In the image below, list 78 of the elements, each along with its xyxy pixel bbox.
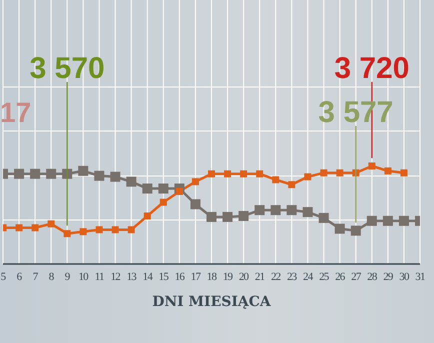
point: [318, 212, 329, 223]
point: [16, 224, 23, 232]
point: [96, 226, 103, 234]
point: [32, 224, 39, 232]
x-tick-label: 5: [0, 270, 7, 283]
point: [304, 173, 312, 180]
point: [286, 205, 297, 216]
point: [208, 170, 215, 178]
x-tick-label: 22: [270, 270, 281, 283]
point: [142, 184, 152, 194]
point: [158, 184, 168, 194]
point: [398, 216, 409, 226]
x-tick-label: 28: [367, 270, 378, 283]
point: [336, 169, 344, 176]
point: [366, 216, 377, 226]
point: [270, 205, 281, 216]
x-tick-label: 19: [222, 270, 234, 283]
point: [94, 170, 104, 181]
x-tick-label: 12: [110, 270, 120, 283]
x-tick-label: 8: [48, 270, 55, 283]
point: [206, 212, 216, 222]
point: [400, 169, 408, 176]
point: [110, 172, 120, 182]
point: [222, 212, 233, 222]
point: [254, 205, 265, 216]
x-tick-label: 21: [254, 270, 265, 283]
x-tick-label: 20: [238, 270, 250, 283]
annotation: 3 720: [334, 52, 410, 85]
point: [192, 178, 199, 186]
point: [190, 199, 200, 210]
point: [126, 176, 136, 187]
x-tick-label: 31: [415, 270, 425, 283]
x-tick-label: 18: [206, 270, 218, 283]
x-tick-label: 30: [399, 270, 410, 283]
point: [302, 207, 313, 218]
x-tick-label: 24: [303, 270, 314, 283]
point: [46, 168, 56, 179]
x-tick-label: 16: [174, 270, 186, 283]
point: [368, 162, 376, 170]
x-axis-title: DNI MIESIĄCA: [152, 294, 272, 310]
point: [176, 188, 183, 195]
x-tick-label: 26: [335, 270, 346, 283]
x-tick-label: 11: [94, 270, 104, 283]
point: [80, 228, 87, 236]
point: [350, 226, 361, 236]
point: [320, 169, 328, 176]
x-tick-label: 15: [158, 270, 170, 283]
point: [160, 198, 167, 206]
x-tick-label: 14: [142, 270, 154, 283]
x-tick-label: 25: [319, 270, 330, 283]
point: [144, 212, 151, 220]
x-tick-label: 6: [16, 270, 23, 283]
x-tick-label: 29: [383, 270, 394, 283]
x-tick-label: 23: [286, 270, 298, 283]
point: [78, 166, 88, 176]
point: [30, 168, 40, 179]
point: [240, 170, 248, 178]
point: [288, 181, 296, 188]
point: [238, 210, 249, 221]
point: [14, 168, 24, 179]
annotation: 3 570: [30, 52, 105, 85]
point: [272, 176, 280, 184]
x-tick-label: 7: [32, 270, 39, 283]
point: [384, 167, 392, 174]
x-tick-label: 17: [190, 270, 202, 283]
x-tick-label: 27: [351, 270, 362, 283]
point: [224, 170, 232, 178]
point: [128, 226, 135, 234]
point: [48, 220, 55, 228]
x-tick-label: 10: [78, 270, 90, 283]
text: 17: [0, 97, 32, 128]
point: [334, 224, 345, 234]
x-tick-label: 13: [126, 270, 138, 283]
point: [256, 170, 264, 178]
point: [112, 226, 119, 234]
x-tick-label: 9: [64, 270, 71, 283]
point: [64, 230, 71, 238]
point: [382, 216, 393, 226]
